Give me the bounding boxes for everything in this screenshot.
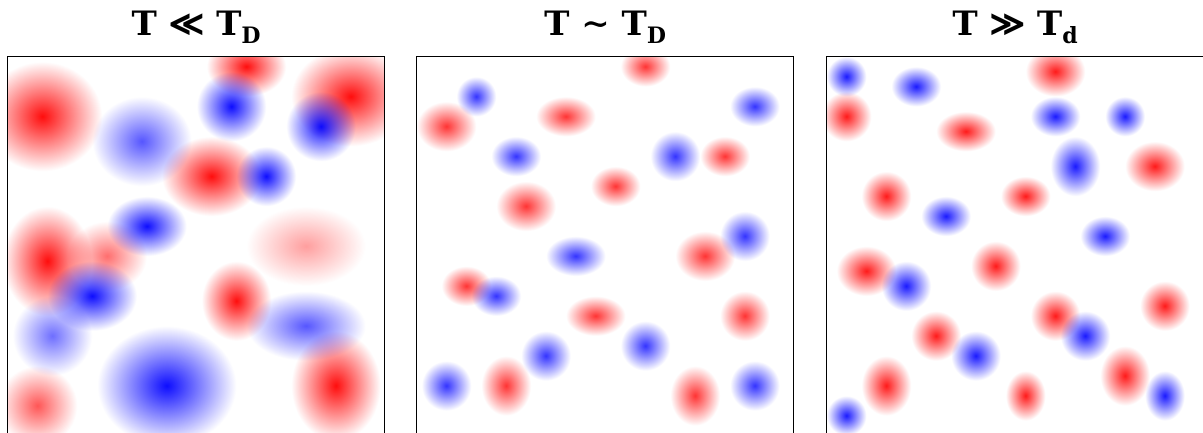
- panel-low-temperature: T ≪ TD: [7, 0, 385, 433]
- field-map-high: [826, 56, 1203, 433]
- field-map-svg: [8, 57, 384, 433]
- title-main: T ≫ T: [952, 4, 1063, 44]
- panel-high-temperature: T ≫ Td: [826, 0, 1203, 433]
- field-map-mid: [416, 56, 794, 433]
- title-subscript: d: [1062, 23, 1078, 49]
- title-subscript: D: [241, 23, 261, 49]
- panel-title: T ≫ Td: [826, 4, 1203, 56]
- panel-mid-temperature: T ∼ TD: [416, 0, 794, 433]
- title-main: T ∼ T: [544, 4, 647, 44]
- panel-title: T ∼ TD: [416, 4, 794, 56]
- panel-title: T ≪ TD: [7, 4, 385, 56]
- field-map-svg: [417, 57, 793, 433]
- field-map-svg: [827, 57, 1203, 433]
- title-subscript: D: [646, 23, 666, 49]
- field-map-low: [7, 56, 385, 433]
- title-main: T ≪ T: [131, 4, 242, 44]
